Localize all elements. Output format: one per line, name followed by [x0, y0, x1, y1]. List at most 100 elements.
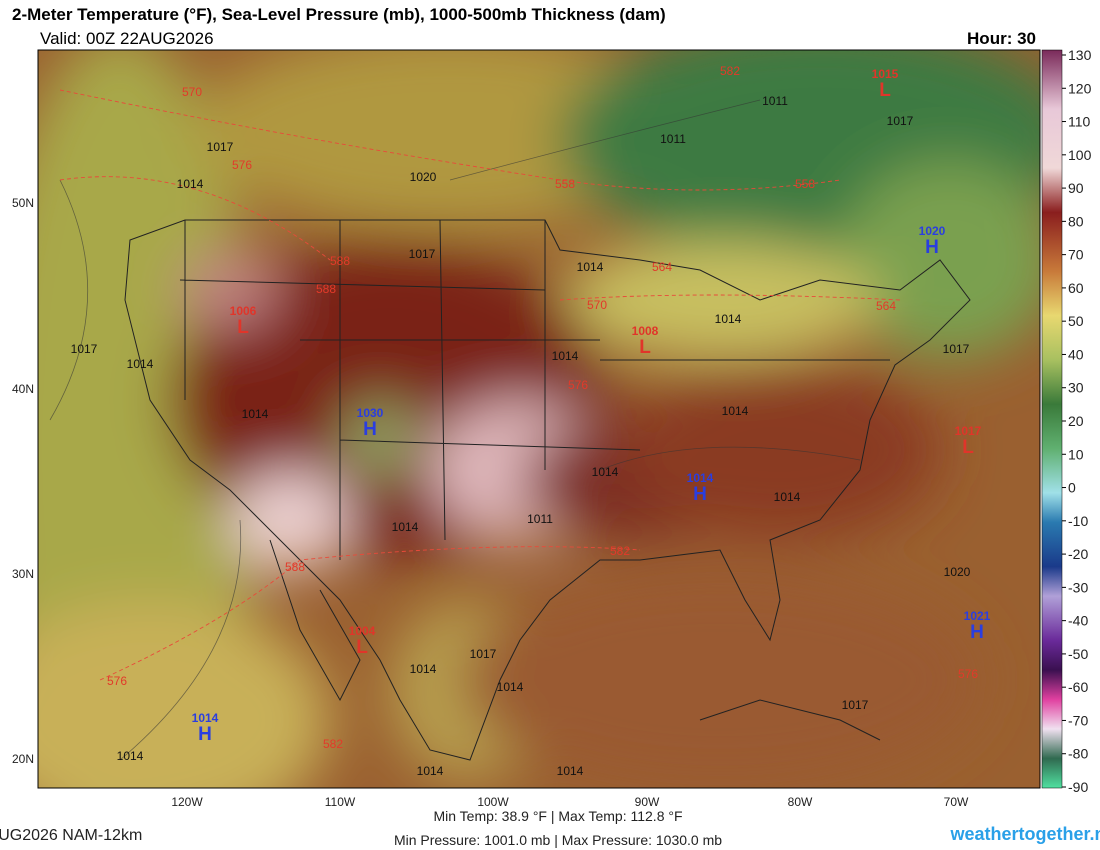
- colorbar-tick-label: 110: [1068, 114, 1091, 130]
- center-value: 1015: [872, 67, 899, 81]
- temperature-field: [38, 50, 1040, 788]
- longitude-label: 100W: [477, 795, 509, 809]
- contour-labels: 1011 1011 1017 1020 1017 1014 1014 1014 1017 1017…: [71, 64, 979, 778]
- colorbar-tick-label: 120: [1068, 80, 1092, 96]
- colorbar-tick-label: 10: [1068, 446, 1084, 462]
- isobar-label: 1011: [762, 94, 788, 108]
- colorbar-tick-label: 50: [1068, 313, 1084, 329]
- isobars: [49, 99, 861, 761]
- colorbar-tick-label: 30: [1068, 380, 1084, 396]
- isobar-label: 1014: [552, 349, 579, 363]
- colorbar-tick-label: -20: [1068, 546, 1088, 562]
- center-symbol: L: [962, 437, 974, 458]
- isobar-label: 1014: [117, 749, 144, 763]
- isobar-label: 1014: [715, 312, 742, 326]
- thickness-label: 558: [555, 177, 575, 191]
- colorbar-tick-label: -80: [1068, 746, 1088, 762]
- thickness-label: 588: [316, 282, 336, 296]
- colorbar: [1041, 49, 1063, 789]
- isobar-label: 1017: [887, 114, 914, 128]
- colorbar-tick-label: 20: [1068, 413, 1084, 429]
- pressure-range: Min Pressure: 1001.0 mb | Max Pressure: …: [394, 832, 722, 848]
- center-symbol: H: [970, 622, 984, 643]
- thickness-label: 576: [107, 674, 127, 688]
- isobar-label: 1017: [409, 247, 436, 261]
- thickness-label: 582: [610, 544, 630, 558]
- colorbar-tick-label: 130: [1068, 47, 1092, 63]
- center-symbol: L: [639, 337, 651, 358]
- isobar-label: 1014: [410, 662, 437, 676]
- isobar-label: 1014: [592, 465, 619, 479]
- thickness-label: 588: [285, 560, 305, 574]
- thickness-label: 564: [876, 299, 896, 313]
- colorbar-tick-label: -40: [1068, 613, 1088, 629]
- thickness-label: 582: [323, 737, 343, 751]
- isobar-label: 1014: [242, 407, 269, 421]
- colorbar-tick-label: 0: [1068, 480, 1076, 496]
- coastlines-and-borders: [124, 219, 971, 761]
- center-symbol: H: [925, 237, 939, 258]
- center-value: 1006: [230, 304, 257, 318]
- isobar-label: 1014: [177, 177, 204, 191]
- forecast-hour: Hour: 30: [967, 29, 1036, 48]
- center-symbol: L: [356, 637, 368, 658]
- isobar-label: 1020: [410, 170, 437, 184]
- colorbar-ticks: 1301201101009080706050403020100-10-20-30…: [1062, 47, 1092, 795]
- colorbar-tick-label: 100: [1068, 147, 1092, 163]
- isobar-label: 1014: [722, 404, 749, 418]
- colorbar-tick-label: -90: [1068, 779, 1088, 795]
- isobar-label: 1014: [127, 357, 154, 371]
- center-value: 1020: [919, 224, 946, 238]
- center-symbol: L: [237, 317, 249, 338]
- colorbar-tick-label: -50: [1068, 646, 1088, 662]
- longitude-label: 80W: [788, 795, 813, 809]
- colorbar-tick-label: -70: [1068, 712, 1088, 728]
- isobar-label: 1020: [944, 565, 971, 579]
- longitude-label: 110W: [325, 795, 356, 809]
- colorbar-tick-label: 80: [1068, 213, 1084, 229]
- isobar-label: 1017: [470, 647, 497, 661]
- center-symbol: H: [363, 419, 377, 440]
- site-name[interactable]: weathertogether.net: [949, 824, 1100, 844]
- thickness-label: 588: [330, 254, 350, 268]
- thickness-label: 558: [795, 177, 815, 191]
- colorbar-tick-label: 70: [1068, 247, 1084, 263]
- isobar-label: 1017: [842, 698, 869, 712]
- latitude-label: 50N: [12, 196, 34, 210]
- center-value: 1017: [955, 424, 982, 438]
- center-value: 1014: [687, 471, 714, 485]
- latitude-label: 20N: [12, 752, 34, 766]
- thickness-label: 576: [568, 378, 588, 392]
- colorbar-tick-label: -60: [1068, 679, 1088, 695]
- center-value: 1021: [964, 609, 991, 623]
- valid-time: Valid: 00Z 22AUG2026: [40, 29, 214, 48]
- temperature-range: Min Temp: 38.9 °F | Max Temp: 112.8 °F: [433, 808, 682, 824]
- thickness-label: 576: [232, 158, 252, 172]
- isobar-label: 1017: [71, 342, 98, 356]
- thickness-label: 582: [720, 64, 740, 78]
- center-value: 1030: [357, 406, 384, 420]
- center-symbol: L: [879, 80, 891, 101]
- isobar-label: 1017: [943, 342, 970, 356]
- longitude-label: 90W: [635, 795, 660, 809]
- isobar-label: 1014: [774, 490, 801, 504]
- colorbar-tick-label: -10: [1068, 513, 1088, 529]
- latitude-label: 40N: [12, 382, 34, 396]
- thickness-lines: [59, 89, 901, 681]
- thickness-label: 564: [652, 260, 672, 274]
- isobar-label: 1011: [660, 132, 686, 146]
- graticule-labels: 50N 40N 30N 20N 120W 110W 100W 90W 80W 70W: [12, 196, 969, 809]
- isobar-label: 1014: [392, 520, 419, 534]
- center-value: 1008: [632, 324, 659, 338]
- center-symbol: H: [693, 484, 707, 505]
- model-run: 18Z 20AUG2026 NAM-12km: [0, 827, 142, 844]
- thickness-label: 576: [958, 667, 978, 681]
- thickness-label: 570: [587, 298, 607, 312]
- longitude-label: 70W: [944, 795, 969, 809]
- title: 2-Meter Temperature (°F), Sea-Level Pres…: [12, 5, 666, 24]
- colorbar-tick-label: -30: [1068, 579, 1088, 595]
- center-value: 1014: [192, 711, 219, 725]
- isobar-label: 1014: [557, 764, 584, 778]
